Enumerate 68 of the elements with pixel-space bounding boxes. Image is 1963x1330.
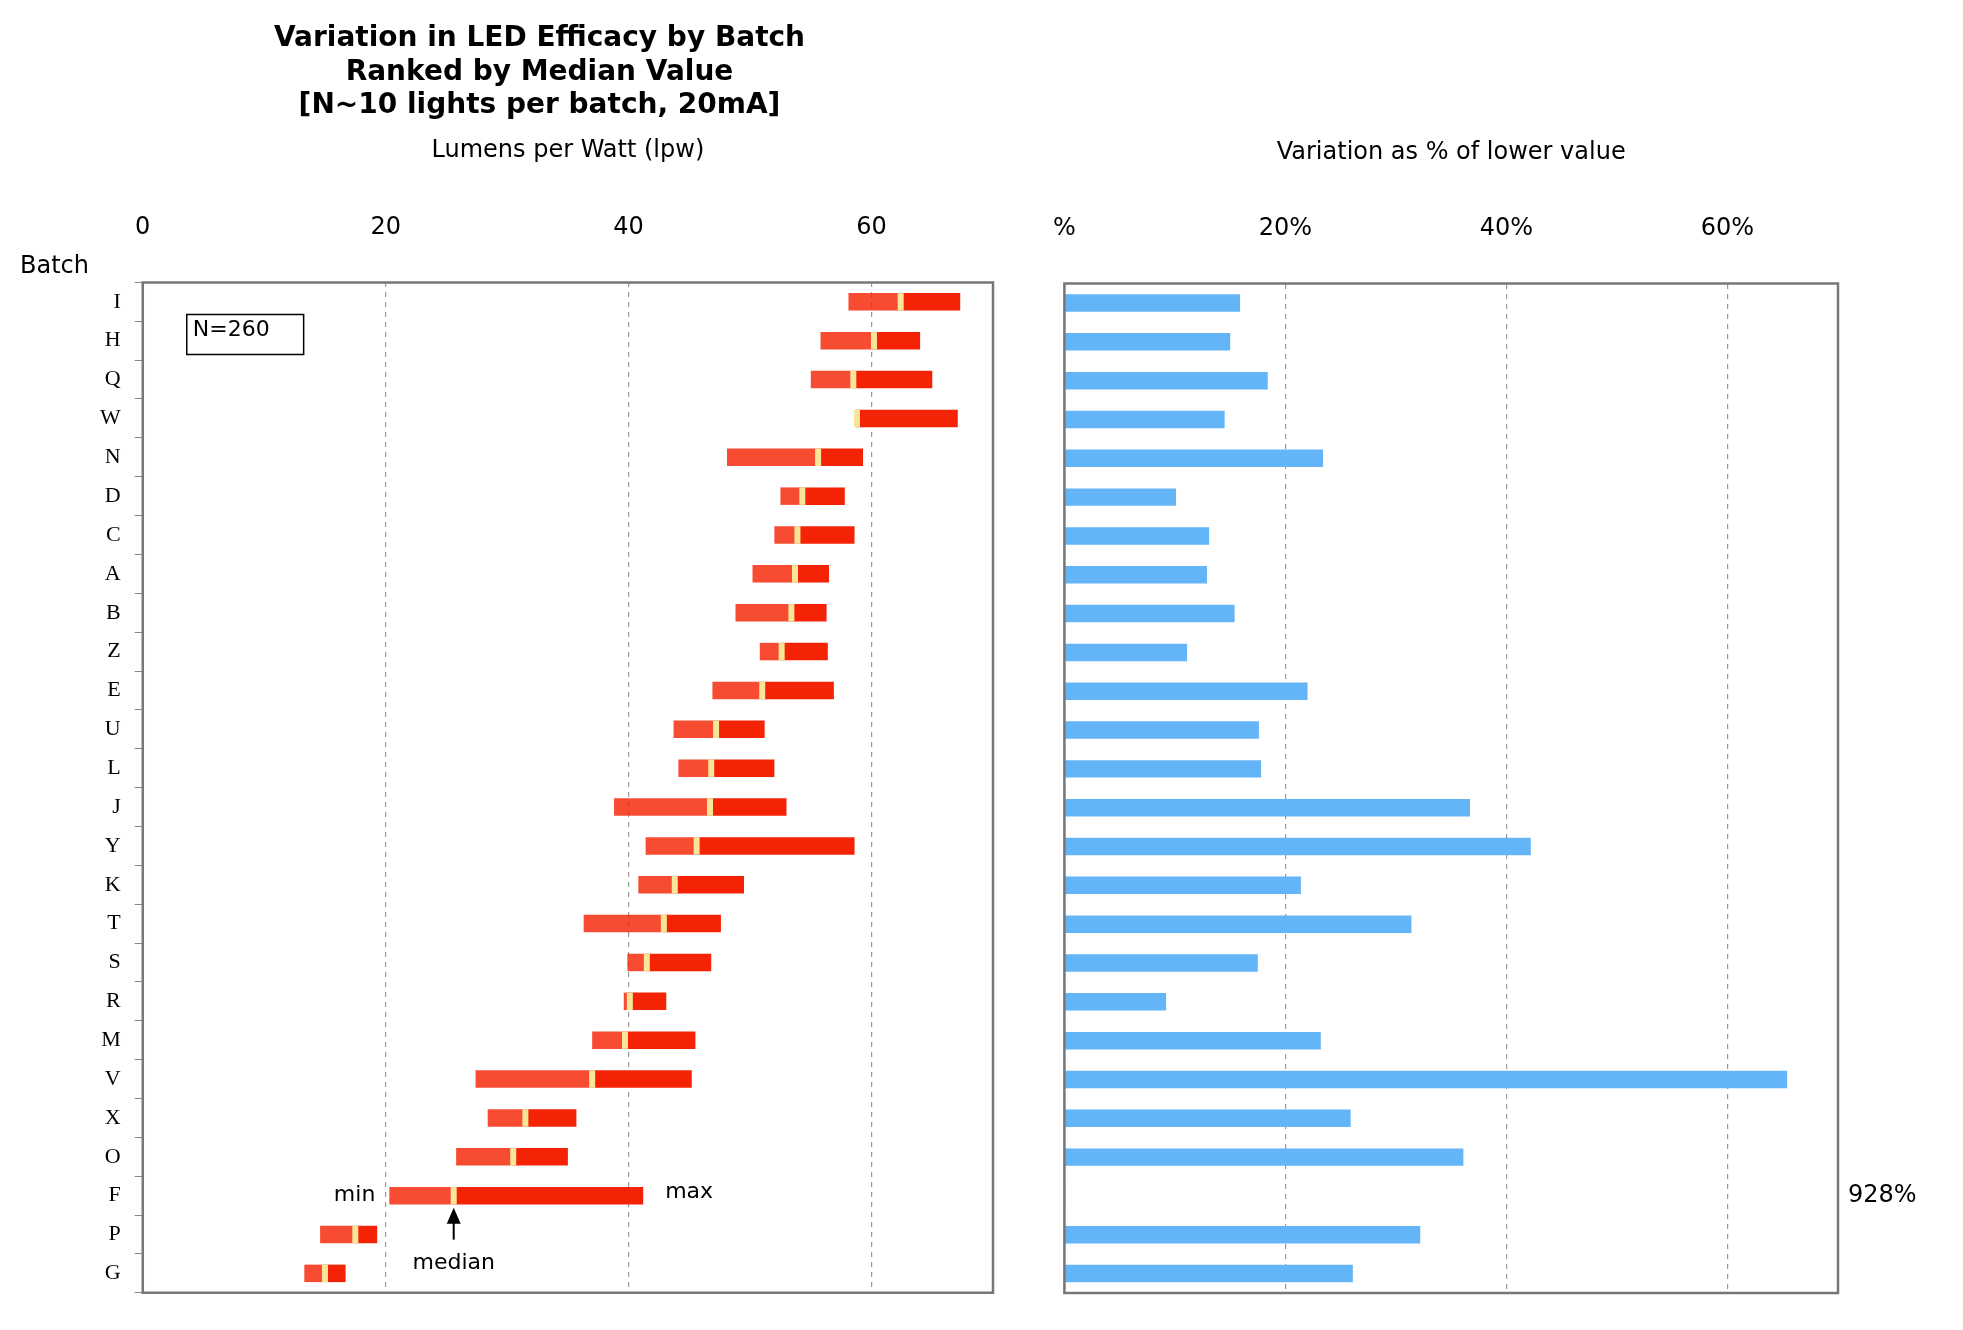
y-tick-label: P (108, 1220, 121, 1246)
annotation: max (665, 1178, 714, 1204)
bar (1065, 1109, 1351, 1128)
y-tick-label: X (104, 1103, 121, 1129)
y-tick-label: O (104, 1142, 121, 1168)
bar (1065, 566, 1207, 584)
bar (1065, 371, 1268, 390)
y-tick-label: I (113, 287, 121, 313)
x-tick-label: 40 (613, 212, 644, 241)
x-tick-label: 0 (135, 212, 151, 241)
bar (1065, 1148, 1464, 1166)
text: 928% (1848, 1180, 1917, 1209)
bar (1065, 527, 1210, 545)
bar (1065, 954, 1258, 972)
x-axis-title: Lumens per Watt (lpw) (431, 135, 705, 164)
bar (1065, 798, 1470, 817)
x-tick-label: % (1053, 213, 1076, 242)
y-tick-label: C (106, 520, 121, 546)
y-tick-label: T (107, 909, 122, 935)
bar (1065, 410, 1225, 429)
bar (1065, 993, 1167, 1011)
bar (1065, 488, 1177, 506)
y-tick-label: J (112, 792, 122, 818)
y-tick-label: F (108, 1181, 121, 1207)
y-tick-label: W (100, 404, 121, 430)
y-tick-label: V (104, 1064, 121, 1090)
x-tick-label: 20 (370, 212, 401, 241)
bar (1065, 643, 1188, 662)
y-tick-label: R (106, 987, 122, 1013)
bar (1065, 837, 1531, 856)
annotation: min (333, 1181, 376, 1207)
y-tick-label: H (104, 326, 121, 352)
x-axis-title: Variation as % of lower value (1276, 136, 1626, 165)
y-tick-label: B (106, 598, 121, 624)
y-axis-title: Batch (20, 250, 89, 279)
y-tick-label: G (104, 1259, 121, 1285)
y-tick-label: A (104, 559, 121, 585)
y-tick-label: N (104, 443, 121, 469)
bar (1065, 876, 1301, 895)
y-tick-label: Y (104, 831, 121, 857)
bar (1065, 1226, 1421, 1244)
bar (1065, 915, 1412, 933)
bar (1065, 760, 1262, 778)
y-tick-label: U (104, 715, 121, 741)
y-tick-label: D (104, 481, 121, 507)
y-tick-label: E (107, 676, 121, 702)
bar (1065, 721, 1259, 739)
y-tick-label: Q (104, 365, 121, 391)
x-tick-label: 60% (1700, 213, 1755, 242)
y-tick-label: K (104, 870, 121, 896)
bar (1065, 333, 1231, 351)
bar (1065, 604, 1235, 623)
y-tick-label: L (107, 753, 121, 779)
x-tick-label: 60 (856, 212, 887, 241)
bar (1065, 1031, 1321, 1050)
chart-title: Variation in LED Efficacy by Batch Ranked by Median Value [N~10 lights per batch, 20mA] (273, 20, 806, 121)
bar (1065, 449, 1324, 468)
annotation: N=260 (192, 316, 270, 342)
y-tick-label: M (101, 1025, 121, 1051)
bar (1065, 294, 1241, 312)
y-tick-label: S (108, 948, 121, 974)
bar (1065, 1070, 1788, 1089)
x-tick-label: 20% (1258, 213, 1313, 242)
bar (1065, 1264, 1353, 1283)
y-tick-label: Z (107, 637, 121, 663)
annotation: median (412, 1249, 495, 1275)
x-tick-label: 40% (1479, 213, 1534, 242)
bar (1065, 682, 1308, 700)
